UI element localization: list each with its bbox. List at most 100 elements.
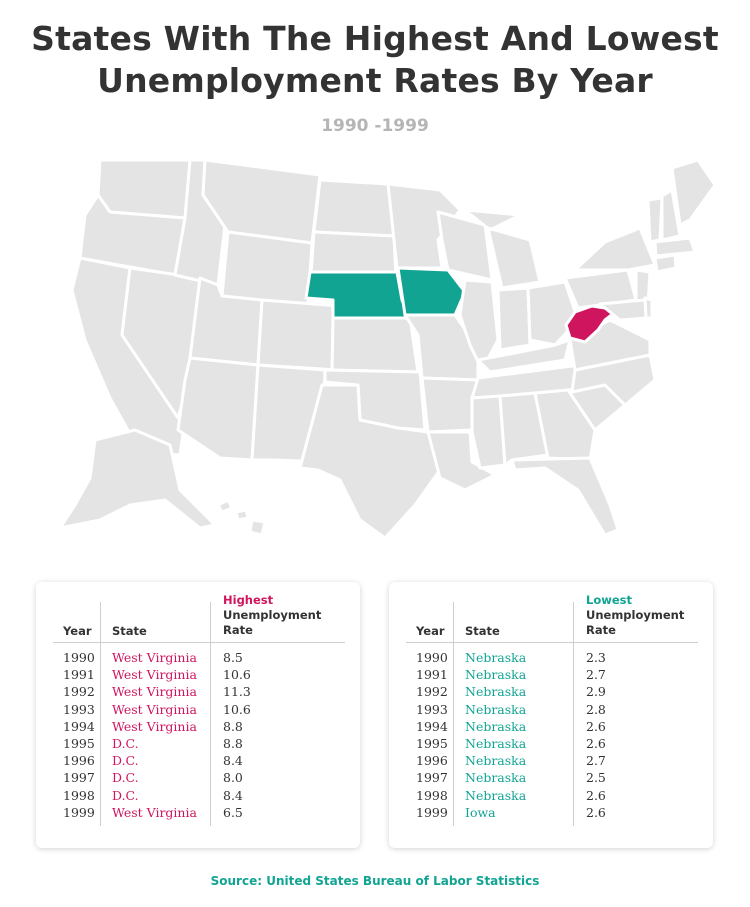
cell-year: 1995: [63, 735, 95, 751]
state-arizona: [176, 356, 260, 462]
cell-state: Nebraska: [465, 718, 527, 734]
state-ohio: [526, 280, 580, 347]
state-illinois: [458, 278, 500, 372]
col-header-rate-accent: Lowest: [586, 593, 632, 607]
cell-rate: 6.5: [223, 804, 243, 820]
cell-year: 1995: [416, 735, 448, 751]
cell-state: D.C.: [112, 770, 139, 786]
cell-year: 1990: [416, 650, 448, 665]
cell-state: Nebraska: [465, 787, 527, 803]
state-iowa: [396, 266, 467, 317]
col-header-rate-accent: Highest: [223, 593, 274, 607]
cell-state: West Virginia: [112, 804, 197, 820]
header-divider: [53, 642, 345, 643]
table-row: 1990 West Virginia 8.5: [36, 650, 360, 667]
table-row: 1995 D.C. 8.8: [36, 736, 360, 753]
state-louisiana: [426, 430, 497, 492]
col-header-state: State: [465, 624, 500, 638]
cell-year: 1997: [63, 770, 95, 786]
cell-rate: 2.8: [586, 701, 606, 717]
table-row: 1994 West Virginia 8.8: [36, 719, 360, 736]
cell-rate: 8.8: [223, 735, 243, 751]
state-colorado: [256, 298, 342, 372]
column-divider: [210, 602, 211, 826]
state-vermont: [646, 196, 664, 244]
state-arkansas: [420, 376, 480, 434]
cell-rate: 2.6: [586, 735, 606, 751]
state-north-dakota: [312, 178, 396, 238]
cell-year: 1998: [63, 787, 95, 803]
lowest-rates-table: Year State Lowest Unemployment Rate 1990…: [389, 582, 713, 848]
table-row: 1991 Nebraska 2.7: [389, 667, 713, 684]
cell-rate: 10.6: [223, 667, 251, 683]
state-wyoming: [220, 230, 314, 307]
cell-rate: 2.3: [586, 650, 606, 665]
title-line-1: States With The Highest And Lowest: [31, 19, 719, 58]
state-alabama: [498, 391, 550, 467]
cell-state: D.C.: [112, 735, 139, 751]
col-header-state: State: [112, 624, 147, 638]
table-row: 1993 West Virginia 10.6: [36, 702, 360, 719]
state-texas: [298, 383, 442, 540]
cell-state: West Virginia: [112, 701, 197, 717]
col-header-year: Year: [416, 624, 445, 638]
col-header-year: Year: [63, 624, 92, 638]
table-row: 1991 West Virginia 10.6: [36, 667, 360, 684]
table-row: 1996 Nebraska 2.7: [389, 753, 713, 770]
table-row: 1992 Nebraska 2.9: [389, 684, 713, 701]
cell-rate: 2.9: [586, 684, 606, 700]
cell-rate: 2.7: [586, 753, 606, 769]
state-maine: [670, 158, 715, 227]
table-row: 1998 D.C. 8.4: [36, 788, 360, 805]
cell-year: 1996: [416, 753, 448, 769]
source-note: Source: United States Bureau of Labor St…: [210, 874, 540, 888]
col-header-rate-line2: Unemployment: [223, 608, 322, 622]
col-header-rate: Highest Unemployment Rate: [223, 593, 321, 638]
cell-rate: 2.6: [586, 787, 606, 803]
page-title: States With The Highest And Lowest Unemp…: [0, 18, 750, 102]
cell-state: West Virginia: [112, 650, 197, 665]
cell-rate: 8.4: [223, 787, 243, 803]
cell-year: 1994: [416, 718, 448, 734]
header-divider: [406, 642, 698, 643]
cell-year: 1994: [63, 718, 95, 734]
column-divider: [573, 602, 574, 826]
table-row: 1996 D.C. 8.4: [36, 753, 360, 770]
table-row: 1995 Nebraska 2.6: [389, 736, 713, 753]
cell-year: 1996: [63, 753, 95, 769]
cell-rate: 10.6: [223, 701, 251, 717]
cell-state: Nebraska: [465, 667, 527, 683]
year-range-subtitle: 1990 -1999: [321, 116, 429, 136]
table-row: 1994 Nebraska 2.6: [389, 719, 713, 736]
highest-rates-table: Year State Highest Unemployment Rate 199…: [36, 582, 360, 848]
state-washington: [96, 158, 192, 220]
cell-state: Nebraska: [465, 701, 527, 717]
cell-year: 1991: [63, 667, 95, 683]
state-georgia: [533, 388, 597, 462]
cell-year: 1993: [63, 701, 95, 717]
table-row: 1997 Nebraska 2.5: [389, 770, 713, 787]
table-row: 1998 Nebraska 2.6: [389, 788, 713, 805]
cell-year: 1992: [63, 684, 95, 700]
cell-year: 1990: [63, 650, 95, 665]
cell-rate: 2.6: [586, 718, 606, 734]
table-row: 1993 Nebraska 2.8: [389, 702, 713, 719]
state-wisconsin: [436, 210, 494, 282]
column-divider: [100, 602, 101, 826]
cell-rate: 2.6: [586, 804, 606, 820]
state-indiana: [496, 286, 532, 352]
state-florida: [510, 456, 620, 537]
state-mississippi: [470, 394, 507, 470]
cell-rate: 8.4: [223, 753, 243, 769]
cell-year: 1997: [416, 770, 448, 786]
table-body: 1990 West Virginia 8.5 1991 West Virginia 10.…: [36, 650, 360, 822]
table-row: 1992 West Virginia 11.3: [36, 684, 360, 701]
state-delaware: [643, 296, 654, 320]
state-new-york: [573, 226, 657, 272]
cell-year: 1993: [416, 701, 448, 717]
cell-state: West Virginia: [112, 718, 197, 734]
state-alaska: [58, 428, 217, 530]
state-hawaii: [216, 498, 267, 537]
cell-year: 1999: [63, 804, 95, 820]
cell-state: Iowa: [465, 804, 496, 820]
